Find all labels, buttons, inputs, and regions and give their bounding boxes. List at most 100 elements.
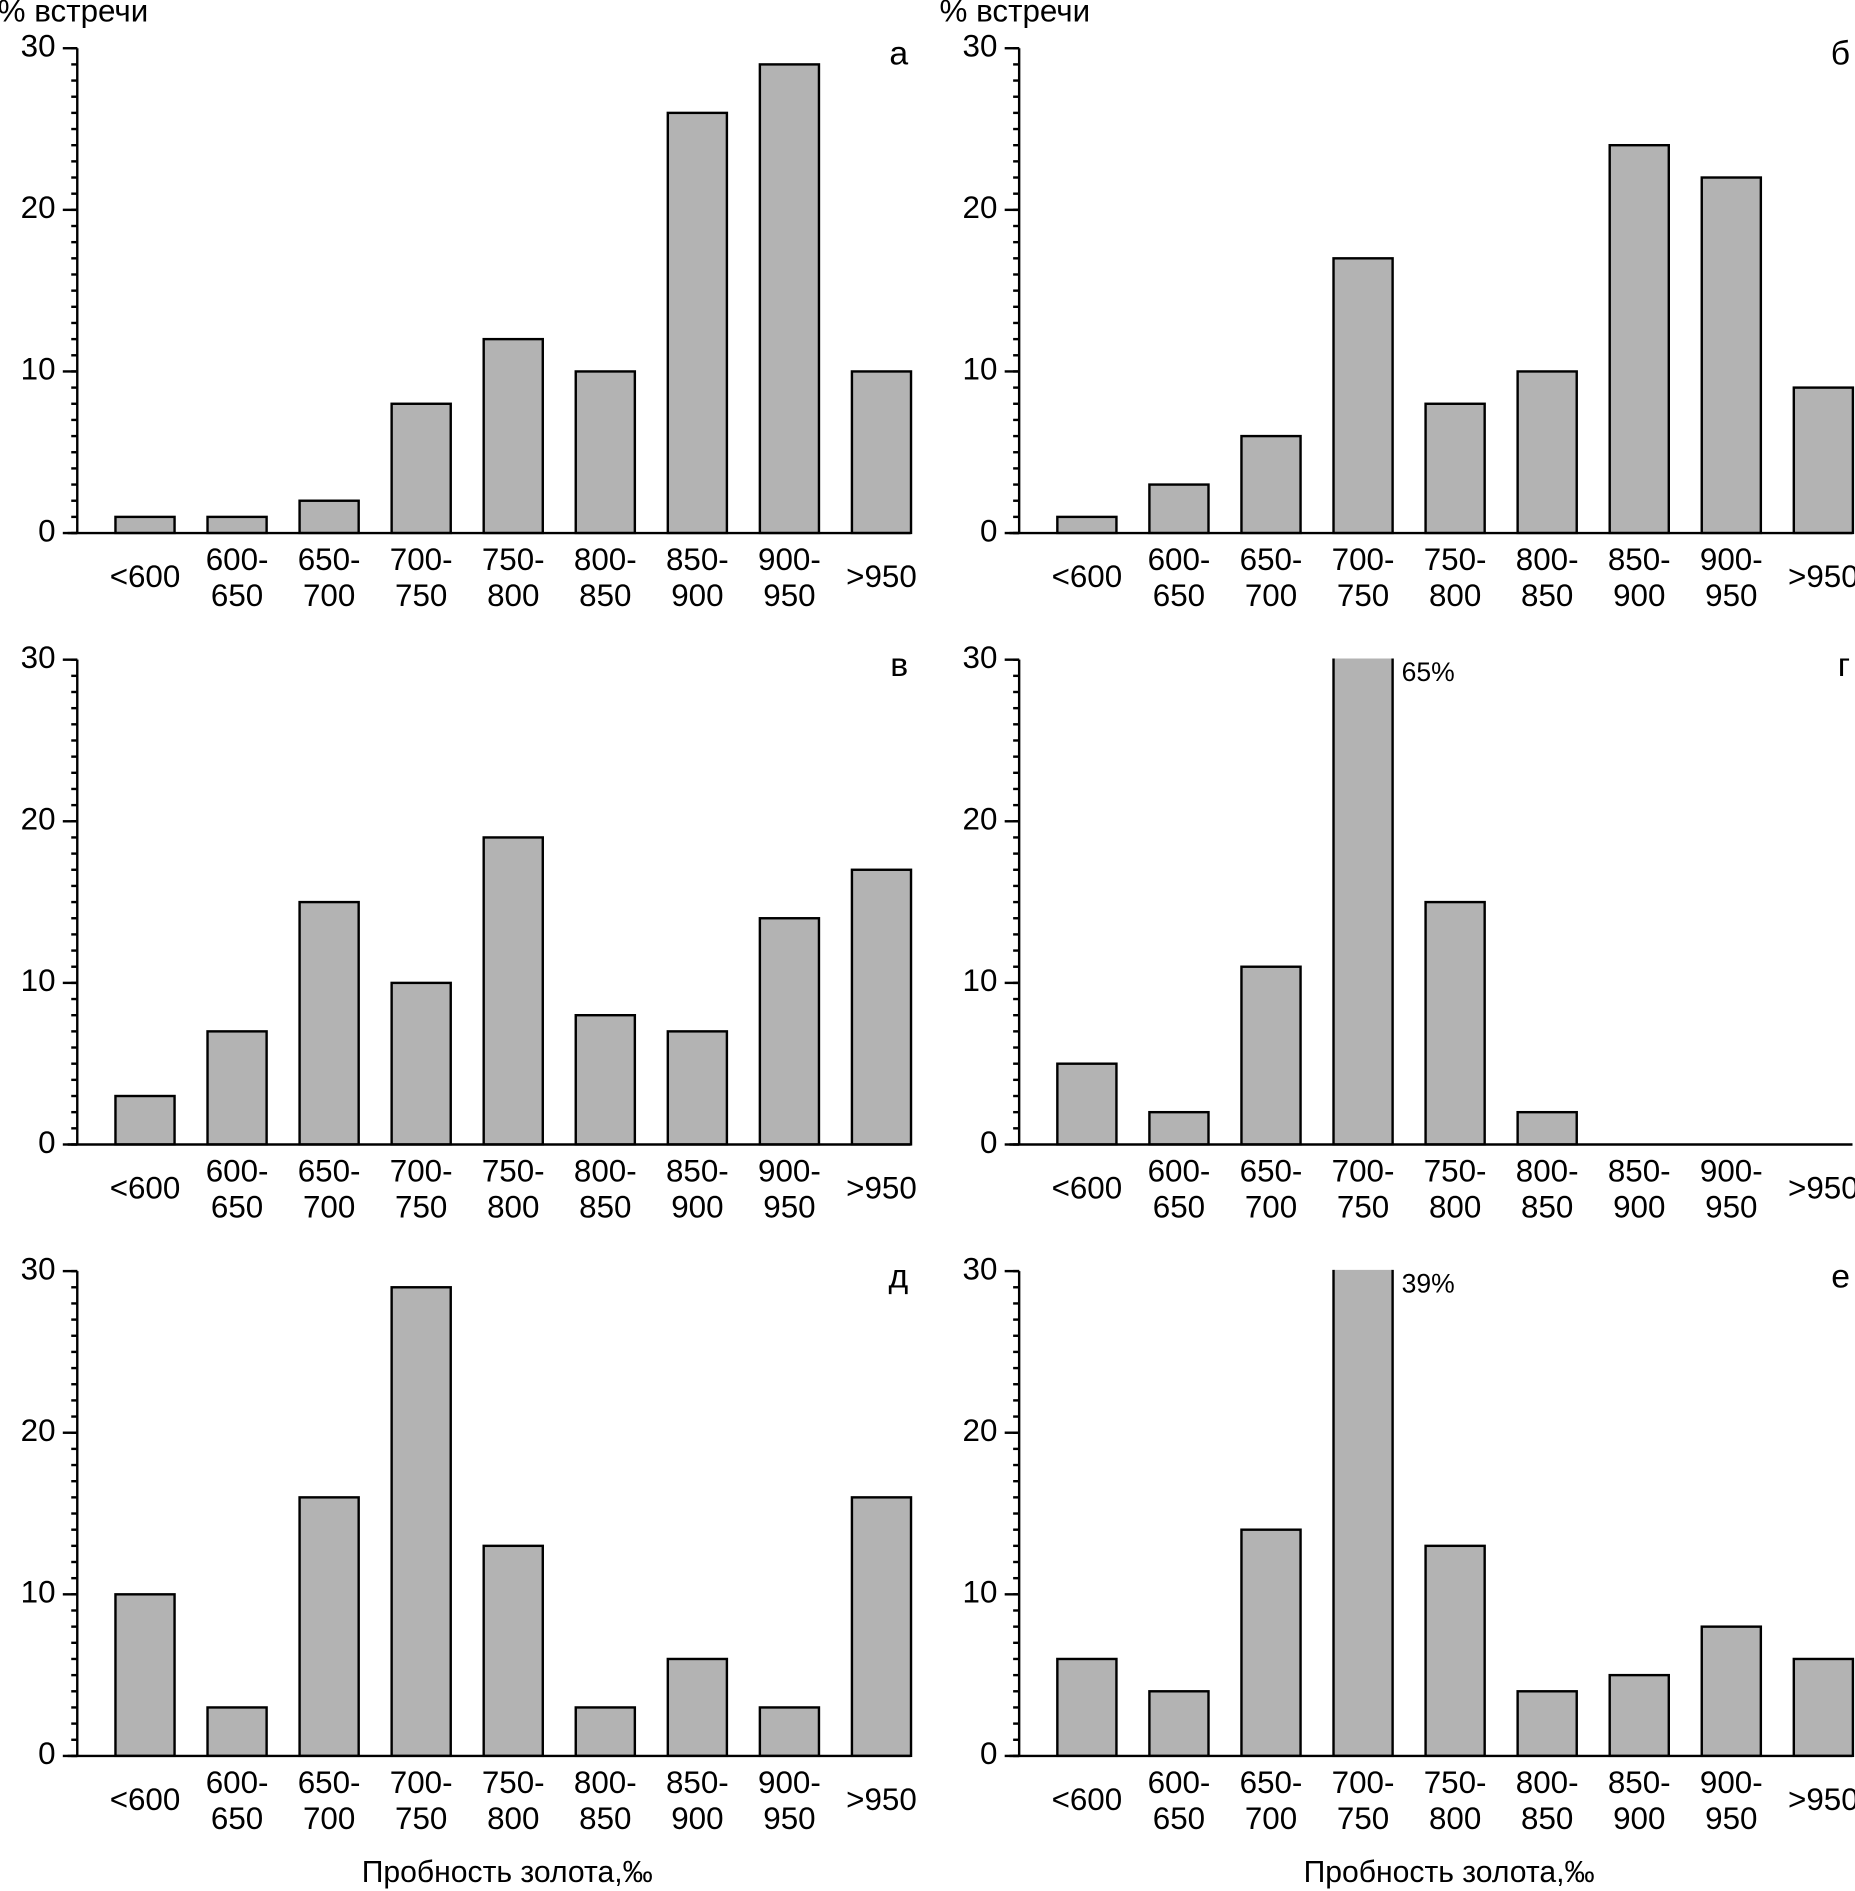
y-tick-label: 10	[21, 352, 56, 387]
bar	[390, 402, 452, 535]
x-tick-label: 750-800	[482, 542, 545, 613]
bar	[574, 1014, 637, 1146]
panel-label: е	[1831, 1257, 1850, 1295]
bar	[1148, 483, 1210, 535]
y-tick-label: 0	[38, 513, 55, 548]
bar	[298, 1496, 360, 1758]
x-tick-label: <600	[110, 1782, 181, 1817]
x-tick-label: 600-650	[1148, 542, 1211, 613]
bar	[1516, 370, 1578, 535]
bar	[1332, 1269, 1394, 1758]
x-tick-label: 650-700	[1240, 1154, 1303, 1225]
bar	[1608, 1673, 1670, 1758]
bar	[482, 337, 544, 535]
bar	[666, 111, 729, 535]
panel-label: а	[889, 34, 908, 72]
y-axis-label: % встречи	[0, 0, 148, 29]
bar	[1516, 1110, 1578, 1146]
x-tick-label: >950	[846, 1782, 917, 1817]
bar	[1056, 1062, 1118, 1146]
bar	[298, 900, 360, 1146]
y-tick-label: 20	[963, 1413, 998, 1448]
x-tick-label: 850-900	[666, 542, 729, 613]
bar	[1056, 515, 1118, 535]
y-tick-label: 20	[963, 802, 998, 837]
x-tick-label: 700-750	[1332, 542, 1395, 613]
x-tick-label: 800-850	[1516, 1765, 1579, 1836]
y-tick-label: 10	[21, 1575, 56, 1610]
panel-label: д	[889, 1257, 909, 1295]
y-tick-label: 10	[963, 1575, 998, 1610]
bar	[206, 1030, 268, 1146]
y-tick-label: 0	[980, 1125, 997, 1160]
bar	[1240, 965, 1302, 1146]
bar	[1700, 1625, 1763, 1758]
panel-label: в	[890, 646, 908, 684]
y-tick-label: 10	[963, 963, 998, 998]
bar	[1424, 402, 1486, 535]
x-tick-label: <600	[110, 1171, 181, 1206]
x-tick-label: 800-850	[574, 1765, 637, 1836]
bar	[666, 1657, 729, 1758]
bar	[1700, 176, 1763, 535]
x-tick-label: 700-750	[390, 542, 453, 613]
x-tick-label: 750-800	[482, 1154, 545, 1225]
bar	[1240, 1528, 1302, 1758]
x-tick-label: >950	[846, 559, 917, 594]
bar	[1240, 434, 1302, 535]
x-tick-label: 900-950	[1700, 542, 1763, 613]
x-tick-label: 850-900	[1608, 542, 1671, 613]
x-tick-label: 750-800	[482, 1765, 545, 1836]
x-tick-label: 600-650	[206, 1765, 269, 1836]
x-tick-label: 650-700	[298, 1765, 361, 1836]
x-tick-label: 850-900	[1608, 1765, 1671, 1836]
y-tick-label: 20	[963, 190, 998, 225]
bar	[114, 515, 176, 535]
bar	[758, 63, 821, 535]
y-tick-label: 10	[963, 352, 998, 387]
y-tick-label: 10	[21, 963, 56, 998]
bar	[1148, 1690, 1210, 1758]
x-tick-label: 650-700	[298, 1154, 361, 1225]
x-tick-label: 800-850	[574, 542, 637, 613]
x-tick-label: >950	[1788, 1782, 1855, 1817]
x-tick-label: <600	[110, 559, 181, 594]
x-tick-label: 750-800	[1424, 1765, 1487, 1836]
bar	[390, 981, 452, 1146]
y-tick-label: 30	[963, 640, 998, 675]
panel-label: б	[1831, 34, 1850, 72]
x-tick-label: 700-750	[1332, 1154, 1395, 1225]
bar	[758, 1706, 821, 1758]
bar	[206, 1706, 268, 1758]
bar	[206, 515, 268, 535]
x-tick-label: 600-650	[1148, 1765, 1211, 1836]
x-tick-label: 750-800	[1424, 1154, 1487, 1225]
x-tick-label: 900-950	[758, 1154, 821, 1225]
bar	[1148, 1110, 1210, 1146]
bar	[574, 370, 637, 535]
x-tick-label: >950	[1788, 559, 1855, 594]
bar	[298, 499, 360, 535]
bar	[482, 1544, 544, 1758]
bar	[1332, 257, 1394, 535]
x-tick-label: <600	[1052, 1782, 1123, 1817]
bar	[1056, 1657, 1118, 1758]
x-tick-label: 650-700	[1240, 542, 1303, 613]
bar	[390, 1286, 452, 1758]
y-tick-label: 30	[21, 1251, 56, 1286]
x-tick-label: 700-750	[390, 1154, 453, 1225]
x-tick-label: 700-750	[1332, 1765, 1395, 1836]
x-tick-label: 900-950	[758, 1765, 821, 1836]
x-axis-label: Пробность золота,‰	[1304, 1856, 1595, 1889]
x-tick-label: 850-900	[666, 1765, 729, 1836]
y-tick-label: 20	[21, 190, 56, 225]
x-tick-label: >950	[846, 1171, 917, 1206]
value-label: 65%	[1402, 657, 1455, 687]
y-tick-label: 20	[21, 802, 56, 837]
y-tick-label: 0	[38, 1736, 55, 1771]
x-axis-label: Пробность золота,‰	[362, 1856, 653, 1889]
panel-label: г	[1838, 646, 1850, 684]
value-label: 39%	[1402, 1269, 1455, 1299]
bar	[1332, 658, 1394, 1146]
x-tick-label: 600-650	[1148, 1154, 1211, 1225]
